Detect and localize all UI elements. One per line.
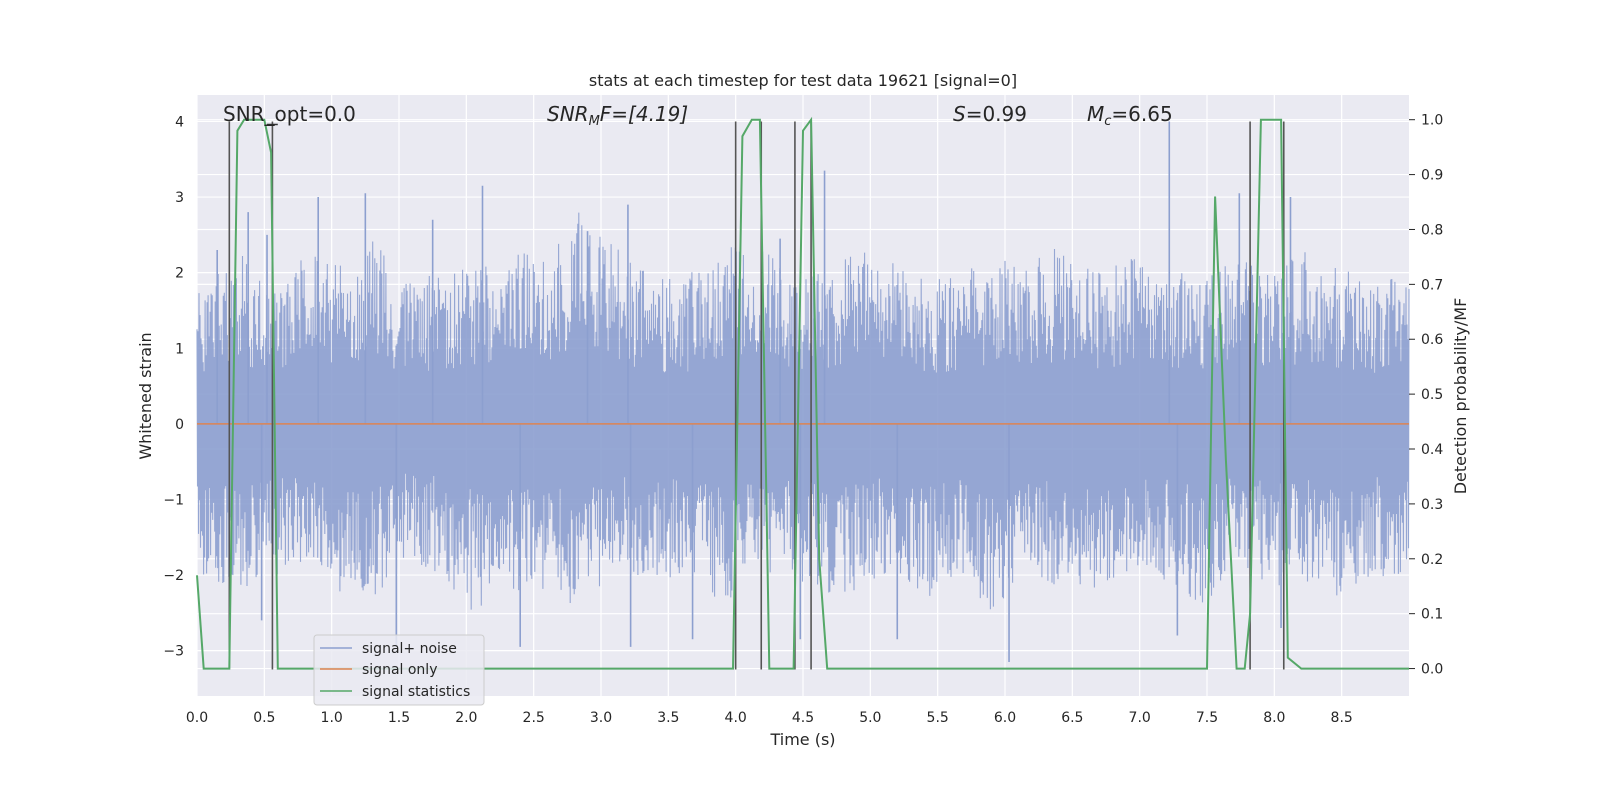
x-tick-label: 2.5 (523, 710, 545, 726)
signal-noise-series (196, 121, 1410, 662)
snr-mf-rest: F=[4.19] (600, 102, 688, 126)
x-tick-label: 3.5 (657, 710, 679, 726)
legend-label-noise: signal+ noise (362, 641, 457, 657)
y-right-tick-label: 0.2 (1421, 552, 1443, 568)
legend-label-statistics: signal statistics (362, 684, 470, 700)
x-axis-ticks: 0.0 0.5 1.0 1.5 2.0 2.5 3.0 3.5 4.0 4.5 5.0 5.5 6.0 6… (186, 710, 1353, 726)
y-axis-left-ticks: −3 −2 −1 0 1 2 3 4 (163, 114, 184, 659)
y-axis-right-label: Detection probability/MF (1451, 298, 1470, 495)
y-right-tick-label: 0.7 (1421, 277, 1443, 293)
y-axis-left-label: Whitened strain (136, 332, 155, 459)
legend-box (313, 634, 485, 706)
x-tick-label: 8.0 (1263, 710, 1285, 726)
signal-statistics-series (196, 116, 1409, 670)
signal-statistics-line (196, 116, 1409, 670)
snr-opt-annotation: SNR_opt=0.0 (223, 102, 356, 126)
mc-italic: M (1087, 102, 1104, 126)
mc-rest: =6.65 (1111, 102, 1172, 126)
signal-noise-line (196, 212, 1410, 610)
x-tick-label: 5.0 (859, 710, 881, 726)
y-right-tick-label: 0.5 (1421, 387, 1443, 403)
x-tick-label: 0.5 (253, 710, 275, 726)
snr-mf-subscript: M (589, 114, 600, 129)
x-tick-label: 4.0 (725, 710, 747, 726)
y-left-tick-label: 3 (175, 190, 184, 206)
x-axis-label: Time (s) (769, 730, 835, 749)
y-right-tick-label: 1.0 (1421, 113, 1443, 129)
x-tick-label: 1.0 (321, 710, 343, 726)
x-tick-label: 4.5 (792, 710, 814, 726)
mc-annotation: Mc=6.65 (1087, 102, 1173, 129)
legend-label-signal-only: signal only (362, 662, 437, 678)
snr-mf-italic: SNR (547, 102, 589, 126)
x-tick-label: 6.5 (1061, 710, 1083, 726)
x-tick-label: 0.0 (186, 710, 208, 726)
y-right-tick-label: 0.9 (1421, 168, 1443, 184)
chart-title: stats at each timestep for test data 196… (589, 71, 1017, 90)
y-right-tick-label: 0.1 (1421, 607, 1443, 623)
snr-mf-annotation: SNRMF=[4.19] (547, 102, 688, 129)
x-tick-label: 1.5 (388, 710, 410, 726)
s-italic: S (953, 102, 966, 126)
y-left-tick-label: −1 (163, 492, 184, 508)
s-rest: =0.99 (966, 102, 1027, 126)
x-tick-label: 7.5 (1196, 710, 1218, 726)
legend: signal+ noise signal only signal statist… (313, 634, 485, 706)
x-tick-label: 7.0 (1129, 710, 1151, 726)
y-right-tick-label: 0.3 (1421, 497, 1443, 513)
x-tick-label: 3.0 (590, 710, 612, 726)
y-axis-right-ticks: 0.0 0.1 0.2 0.3 0.4 0.5 0.6 0.7 0.8 0.9 1.0 (1409, 113, 1443, 678)
y-left-tick-label: −2 (163, 568, 184, 584)
y-right-tick-label: 0.6 (1421, 332, 1443, 348)
x-tick-label: 8.5 (1331, 710, 1353, 726)
y-right-tick-label: 0.4 (1421, 442, 1443, 458)
y-left-tick-label: −3 (163, 644, 184, 660)
mc-subscript: c (1104, 114, 1111, 129)
vertical-markers (228, 121, 1285, 670)
s-annotation: S=0.99 (953, 102, 1027, 126)
y-left-tick-label: 1 (175, 341, 184, 357)
y-right-tick-label: 0.0 (1421, 662, 1443, 678)
y-left-tick-label: 2 (175, 266, 184, 282)
y-left-tick-label: 4 (175, 114, 184, 130)
x-tick-label: 2.0 (455, 710, 477, 726)
x-tick-label: 5.5 (927, 710, 949, 726)
x-tick-label: 6.0 (994, 710, 1016, 726)
y-right-tick-label: 0.8 (1421, 222, 1443, 238)
y-left-tick-label: 0 (175, 417, 184, 433)
